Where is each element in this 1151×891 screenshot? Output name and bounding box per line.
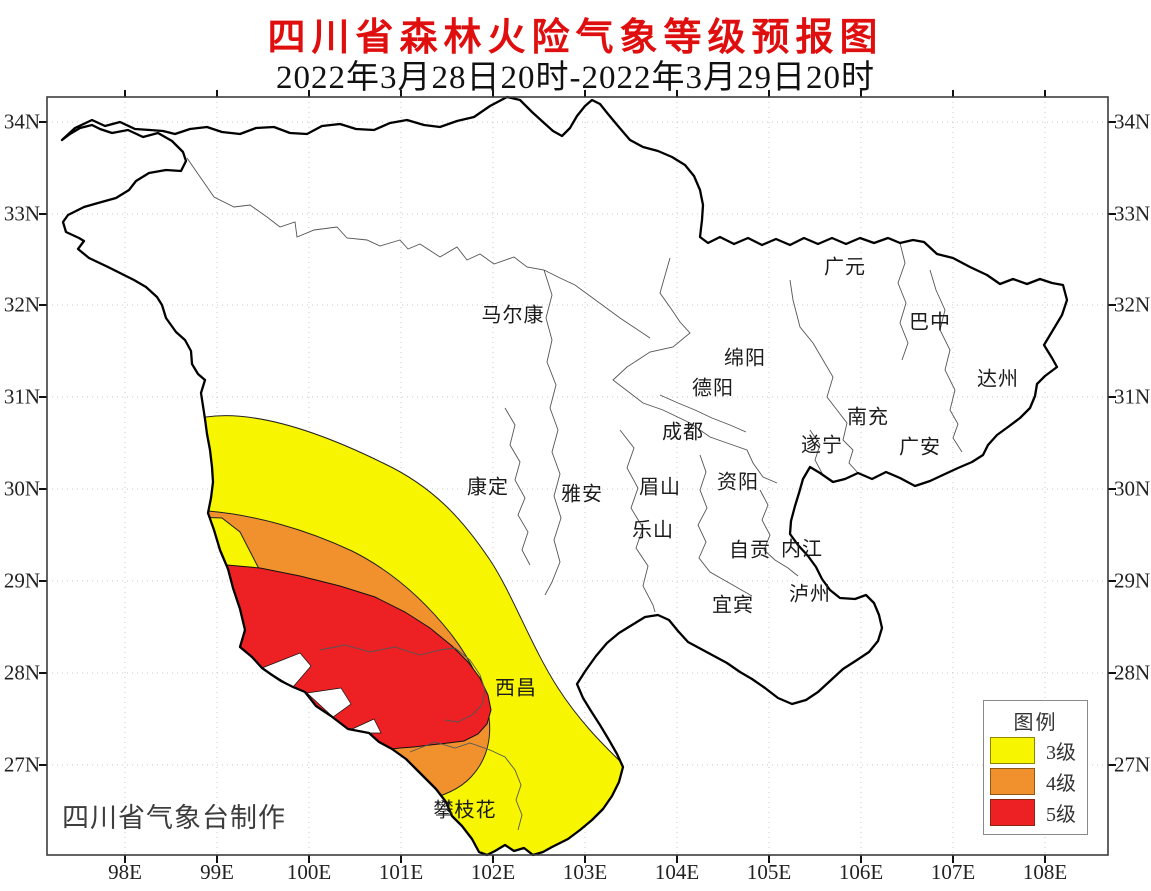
y-tick-label-right: 30N — [1114, 476, 1151, 501]
city-label: 西昌 — [495, 677, 537, 700]
credit-text: 四川省气象台制作 — [62, 803, 286, 833]
y-tick-label-right: 33N — [1114, 201, 1151, 226]
y-tick-label-right: 27N — [1114, 752, 1151, 777]
x-tick-label: 102E — [470, 860, 516, 884]
y-tick-label-left: 32N — [3, 292, 40, 317]
city-label: 绵阳 — [724, 347, 766, 370]
legend-box: 图例 3级 4级 5级 — [983, 700, 1088, 835]
x-tick-label: 105E — [746, 860, 792, 884]
city-label: 内江 — [781, 538, 823, 561]
city-label: 德阳 — [692, 377, 734, 400]
city-label: 巴中 — [909, 311, 951, 334]
city-label: 乐山 — [632, 519, 674, 542]
y-tick-label-right: 34N — [1114, 109, 1151, 134]
legend-label: 3级 — [1046, 742, 1076, 764]
city-label: 眉山 — [639, 476, 681, 499]
page-title: 四川省森林火险气象等级预报图 — [267, 17, 884, 59]
x-tick-label: 103E — [562, 860, 608, 884]
legend-item: 3级 — [984, 735, 1087, 766]
x-tick-label: 100E — [286, 860, 332, 884]
y-tick-label-left: 30N — [3, 476, 40, 501]
x-tick-label: 106E — [838, 860, 884, 884]
x-tick-label: 101E — [378, 860, 424, 884]
y-tick-label-left: 34N — [3, 109, 40, 134]
x-tick-label: 99E — [200, 860, 234, 884]
city-label: 成都 — [662, 421, 704, 444]
city-label: 自贡 — [729, 539, 771, 562]
legend-swatch — [990, 799, 1035, 826]
city-label: 雅安 — [561, 483, 603, 506]
y-tick-label-right: 29N — [1114, 568, 1151, 593]
city-label: 广元 — [824, 256, 866, 279]
x-tick-label: 108E — [1022, 860, 1068, 884]
legend-item: 5级 — [984, 797, 1087, 828]
city-label: 南充 — [847, 406, 889, 429]
y-tick-label-left: 28N — [3, 660, 40, 685]
y-tick-label-right: 31N — [1114, 384, 1151, 409]
prefecture-boundaries — [186, 157, 963, 831]
y-tick-label-left: 33N — [3, 201, 40, 226]
city-label: 攀枝花 — [433, 799, 497, 822]
map-frame — [46, 96, 1109, 856]
city-label: 资阳 — [717, 471, 759, 494]
page-subtitle: 2022年3月28日20时-2022年3月29日20时 — [276, 60, 875, 96]
legend-label: 5级 — [1046, 804, 1076, 826]
city-label: 宜宾 — [712, 594, 754, 617]
border-enclave — [306, 687, 352, 718]
x-tick-label: 104E — [654, 860, 700, 884]
city-label: 泸州 — [789, 583, 831, 606]
tick-layer — [39, 90, 1116, 863]
legend-swatch — [990, 768, 1035, 795]
city-label: 广安 — [899, 436, 941, 459]
city-label: 达州 — [977, 368, 1019, 391]
y-tick-label-left: 31N — [3, 384, 40, 409]
city-label: 康定 — [467, 476, 509, 499]
legend-label: 4级 — [1046, 773, 1076, 795]
y-tick-label-left: 27N — [3, 752, 40, 777]
legend-title: 图例 — [1013, 712, 1058, 734]
y-tick-label-right: 32N — [1114, 292, 1151, 317]
city-label: 遂宁 — [801, 434, 843, 457]
legend-item: 4级 — [984, 766, 1087, 797]
x-tick-label: 107E — [930, 860, 976, 884]
x-tick-label: 98E — [108, 860, 142, 884]
y-tick-label-left: 29N — [3, 568, 40, 593]
y-tick-label-right: 28N — [1114, 660, 1151, 685]
city-label: 马尔康 — [481, 304, 545, 327]
legend-swatch — [990, 737, 1035, 764]
province-border — [60, 95, 1069, 857]
